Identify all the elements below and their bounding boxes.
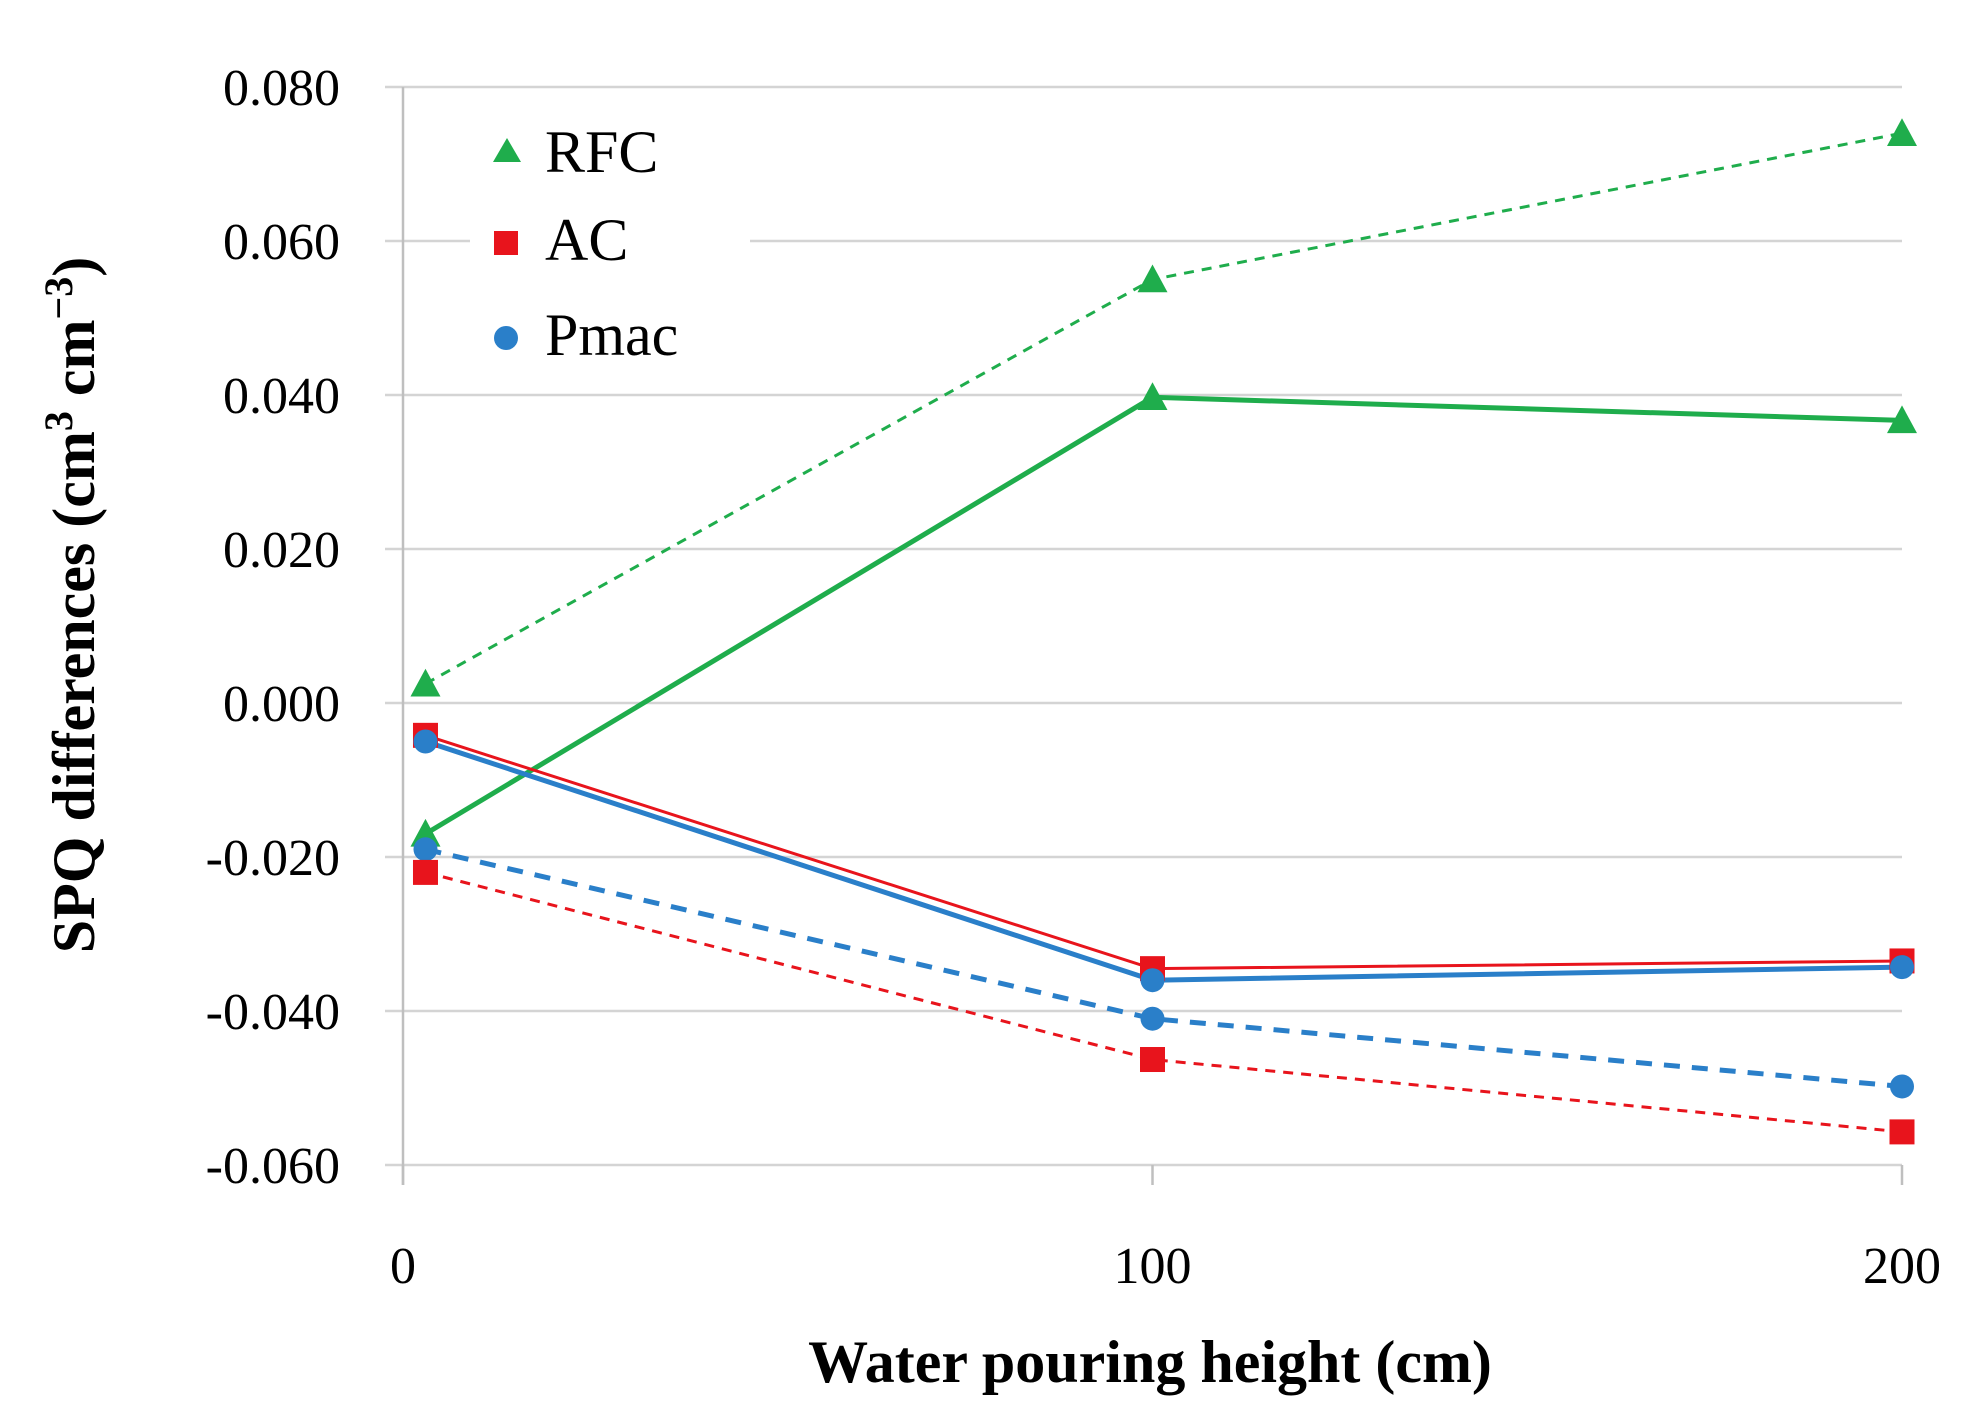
y-axis-title-superscript1: 3: [36, 411, 81, 431]
y-tick-label: 0.040: [223, 368, 340, 425]
y-tick-label: -0.060: [206, 1138, 340, 1195]
y-axis-title-part1: SPQ differences (cm: [41, 431, 107, 953]
y-axis-title: SPQ differences (cm3 cm−3): [36, 257, 107, 953]
data-point-pmac: [1890, 955, 1914, 980]
data-point-ac: [1889, 1119, 1915, 1145]
x-axis-title: Water pouring height (cm): [808, 1329, 1492, 1395]
y-tick-label: 0.000: [223, 676, 340, 733]
y-tick-labels: 0.080 0.060 0.040 0.020 0.000 -0.020 -0.040 -0.…: [206, 60, 340, 1195]
x-tick-labels: 0 100 200: [390, 1165, 1941, 1295]
data-point-rfc: [1137, 264, 1168, 293]
legend-marker-pmac: [494, 326, 518, 350]
legend-marker-ac: [494, 231, 518, 255]
legend-label-pmac: Pmac: [545, 302, 678, 368]
series-markers: [410, 118, 1917, 1145]
data-point-ac: [1140, 1047, 1165, 1073]
data-point-pmac: [1140, 1006, 1165, 1031]
y-tick-label: 0.060: [223, 214, 340, 271]
series-line-ac-solid: [425, 733, 1903, 971]
y-axis-title-part2: cm: [41, 320, 107, 412]
series-line-rfc-solid: [424, 394, 1903, 837]
y-tick-label: 0.080: [223, 60, 340, 117]
legend-marker-rfc: [493, 138, 521, 162]
data-point-pmac: [413, 837, 438, 862]
y-tick-label: 0.020: [223, 522, 340, 579]
data-point-rfc: [1887, 405, 1917, 434]
data-point-ac: [412, 859, 438, 885]
data-point-rfc: [410, 668, 441, 697]
y-tick-label: -0.040: [206, 984, 340, 1041]
x-tick-label: 100: [1114, 1238, 1192, 1295]
x-tick-label: 200: [1863, 1238, 1941, 1295]
data-point-pmac: [413, 729, 438, 754]
data-point-pmac: [1890, 1074, 1914, 1099]
series-line-pmac-solid: [424, 739, 1903, 983]
legend-label-ac: AC: [545, 207, 628, 273]
y-tick-label: -0.020: [206, 830, 340, 887]
data-point-rfc: [1137, 382, 1168, 411]
x-tick-label: 0: [390, 1238, 416, 1295]
legend-label-rfc: RFC: [545, 119, 658, 185]
legend: RFC AC Pmac: [470, 90, 750, 380]
y-axis-title-part3: ): [41, 257, 107, 277]
data-point-rfc: [1887, 118, 1917, 146]
data-point-rfc: [410, 818, 441, 847]
data-point-pmac: [1140, 968, 1165, 993]
series-line-ac-dashed: [425, 870, 1903, 1134]
y-axis-title-superscript2: −3: [36, 277, 81, 320]
